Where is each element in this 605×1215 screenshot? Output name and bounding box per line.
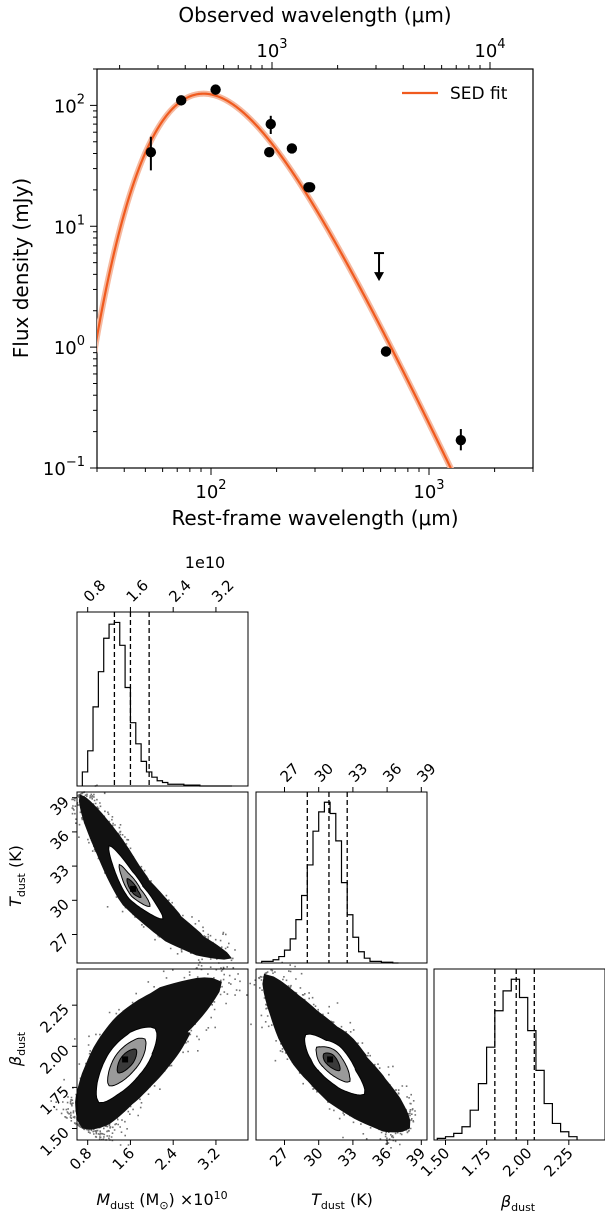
y-tick-label: 10−1 bbox=[43, 455, 85, 480]
top-tick-label: 103 bbox=[256, 37, 287, 62]
mdust-bottom-label: 0.8 bbox=[66, 1144, 96, 1174]
sed-data-point bbox=[286, 143, 298, 154]
tdust-bottom-label: 30 bbox=[300, 1144, 326, 1170]
mdust-tdust-density bbox=[71, 784, 236, 971]
beta-bottom-label: 1.50 bbox=[417, 1144, 453, 1180]
sed-data-point bbox=[455, 434, 467, 446]
mdust-beta-frame bbox=[76, 968, 249, 1141]
x-tick-label: 102 bbox=[195, 478, 226, 503]
tdust-beta-density bbox=[238, 961, 417, 1149]
tdust-histogram-steps bbox=[261, 801, 399, 964]
mdust-tdust-density-peak bbox=[130, 885, 137, 892]
tdust-top-label: 33 bbox=[345, 760, 371, 786]
mdust-histogram-steps bbox=[81, 621, 232, 787]
tdust-bottom-label: 33 bbox=[334, 1144, 360, 1170]
mdust-beta-density-peak bbox=[122, 1056, 129, 1063]
beta-left-label: 2.00 bbox=[36, 1041, 72, 1077]
sed-ylabel: Flux density (mJy) bbox=[9, 178, 33, 358]
corner-plot: 1e10 0.8 1.6 2.4 3.2 27 30 33 36 39 0.8 1.6 2.4 3.2 2… bbox=[6, 553, 605, 1214]
sed-plot: 102 103 103 104 10−1 100 101 102 SED fit Rest-f… bbox=[9, 3, 534, 530]
mdust-tdust-frame bbox=[76, 791, 249, 964]
beta-histogram bbox=[436, 969, 578, 1140]
sed-data-point bbox=[380, 346, 392, 357]
sed-data-point bbox=[145, 146, 157, 158]
tdust-left-label: 27 bbox=[47, 930, 73, 956]
corner-offset-label: 1e10 bbox=[185, 553, 225, 572]
sed-data-point bbox=[264, 146, 275, 158]
top-tick-label: 104 bbox=[474, 37, 505, 62]
beta-bottom-label: 1.75 bbox=[458, 1144, 494, 1180]
tdust-beta-density-peak bbox=[327, 1056, 334, 1063]
x-tick-label: 103 bbox=[413, 478, 444, 503]
y-tick-label: 101 bbox=[54, 213, 85, 238]
y-tick-label: 102 bbox=[54, 92, 85, 117]
tdust-left-label: 36 bbox=[47, 827, 73, 853]
sed-xlabel-bottom: Rest-frame wavelength (μm) bbox=[171, 506, 458, 530]
tdust-ylabel: Tdust (K) bbox=[6, 845, 28, 907]
beta-left-label: 2.25 bbox=[36, 1000, 72, 1036]
mdust-bottom-label: 3.2 bbox=[194, 1144, 224, 1174]
tdust-left-label: 39 bbox=[47, 793, 73, 819]
tdust-left-label: 30 bbox=[47, 895, 73, 921]
sed-data-point bbox=[304, 182, 316, 193]
sed-fit-line bbox=[97, 92, 452, 468]
beta-xlabel: βdust bbox=[500, 1192, 536, 1214]
mdust-top-label: 2.4 bbox=[165, 576, 195, 606]
mdust-hist-frame bbox=[76, 611, 249, 787]
sed-axes-frame bbox=[96, 68, 534, 469]
tdust-xlabel: Tdust (K) bbox=[311, 1190, 373, 1212]
mdust-beta-density bbox=[50, 962, 248, 1146]
beta-bottom-label: 2.00 bbox=[499, 1144, 535, 1180]
tdust-beta-frame bbox=[255, 968, 428, 1141]
sed-data-point bbox=[265, 118, 276, 130]
sed-legend-label: SED fit bbox=[450, 84, 508, 104]
sed-data-point bbox=[210, 84, 221, 95]
mdust-bottom-label: 1.6 bbox=[109, 1144, 139, 1174]
tdust-top-label: 30 bbox=[311, 760, 337, 786]
beta-ylabel: βdust bbox=[6, 1031, 28, 1067]
sed-upper-limit-arrow bbox=[374, 272, 385, 282]
mdust-top-label: 3.2 bbox=[208, 576, 238, 606]
mdust-xlabel: Mdust (M⊙) ×1010 bbox=[96, 1189, 227, 1212]
tdust-top-label: 27 bbox=[277, 760, 303, 786]
beta-hist-frame bbox=[433, 968, 605, 1141]
y-tick-label: 100 bbox=[54, 334, 85, 359]
mdust-top-label: 0.8 bbox=[80, 576, 110, 606]
tdust-hist-frame bbox=[255, 791, 428, 964]
sed-data-point bbox=[175, 95, 187, 106]
tdust-top-label: 39 bbox=[413, 760, 439, 786]
mdust-tdust-density-contour bbox=[78, 794, 233, 960]
sed-xlabel-top: Observed wavelength (μm) bbox=[178, 3, 451, 27]
beta-left-label: 1.50 bbox=[36, 1124, 72, 1160]
beta-histogram-steps bbox=[436, 978, 578, 1140]
tdust-histogram bbox=[261, 792, 399, 964]
mdust-histogram bbox=[81, 612, 232, 787]
tdust-top-label: 36 bbox=[379, 760, 405, 786]
tdust-left-label: 33 bbox=[47, 861, 73, 887]
tdust-bottom-label: 27 bbox=[266, 1144, 292, 1170]
mdust-top-label: 1.6 bbox=[123, 576, 153, 606]
beta-bottom-label: 2.25 bbox=[540, 1144, 576, 1180]
mdust-bottom-label: 2.4 bbox=[151, 1144, 181, 1174]
sed-legend: SED fit bbox=[402, 84, 508, 104]
